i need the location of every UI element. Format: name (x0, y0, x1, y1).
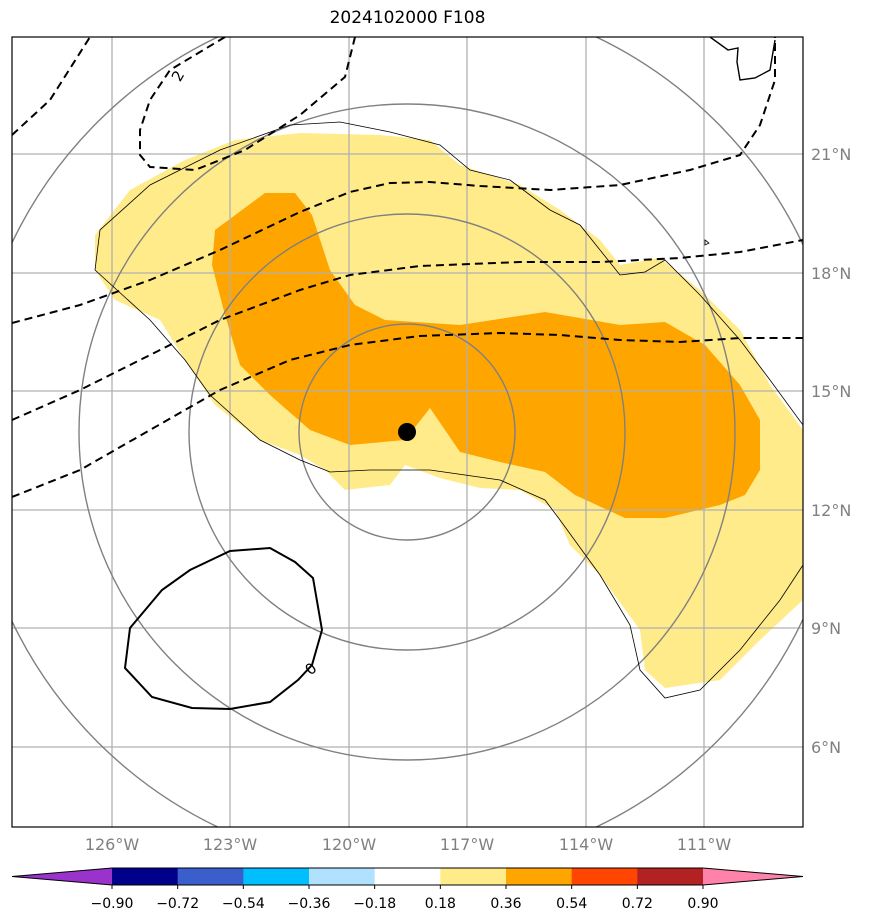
colorbar-segment (243, 868, 310, 885)
colorbar-extend-low (12, 868, 112, 885)
island-coast (709, 37, 776, 81)
colorbar-segment (440, 868, 507, 885)
lat-label-21n: 21°N (811, 145, 851, 164)
colorbar-tick-label: −0.54 (222, 896, 265, 912)
contour-label-dashed: 2 (168, 67, 188, 84)
dashed-contours (12, 37, 803, 498)
colorbar-tick-label: 0.36 (490, 896, 521, 912)
colorbar-tick-label: −0.18 (353, 896, 396, 912)
graticule (12, 37, 803, 827)
map-title: 2024102000 F108 (329, 8, 486, 28)
lat-label-9n: 9°N (811, 619, 841, 638)
lon-label-117w: 117°W (440, 835, 495, 854)
colorbar-segment (506, 868, 573, 885)
lon-label-126w: 126°W (85, 835, 140, 854)
lon-label-111w: 111°W (677, 835, 732, 854)
colorbar-segment (309, 868, 376, 885)
lat-label-12n: 12°N (811, 501, 851, 520)
lat-label-6n: 6°N (811, 738, 841, 757)
coastline (94, 121, 803, 699)
contour-label-solid: 0 (302, 659, 321, 679)
colorbar: −0.90 −0.72 −0.54 −0.36 −0.18 0.18 0.36 0.54 0.7… (11, 867, 804, 912)
lon-label-114w: 114°W (559, 835, 614, 854)
colorbar-tick-label: −0.90 (91, 896, 134, 912)
colorbar-segment (374, 868, 441, 885)
colorbar-segment (112, 868, 179, 885)
colorbar-tick-label: 0.90 (687, 896, 718, 912)
storm-center-marker (398, 423, 416, 441)
colorbar-tick-label: 0.18 (425, 896, 456, 912)
colorbar-segment (571, 868, 638, 885)
colorbar-segment (177, 868, 244, 885)
lat-label-18n: 18°N (811, 264, 851, 283)
range-rings (12, 37, 803, 827)
colorbar-tick-label: 0.72 (622, 896, 653, 912)
solid-contour (123, 546, 324, 711)
colorbar-tick-label: −0.36 (288, 896, 331, 912)
colorbar-segment (637, 868, 704, 885)
colorbar-tick-label: 0.54 (556, 896, 587, 912)
lat-label-15n: 15°N (811, 382, 851, 401)
lon-label-123w: 123°W (203, 835, 258, 854)
colorbar-tick-label: −0.72 (156, 896, 199, 912)
map-frame (11, 36, 804, 828)
lon-label-120w: 120°W (322, 835, 377, 854)
colorbar-extend-high (703, 868, 803, 885)
map-area: 2 0 (12, 37, 803, 827)
